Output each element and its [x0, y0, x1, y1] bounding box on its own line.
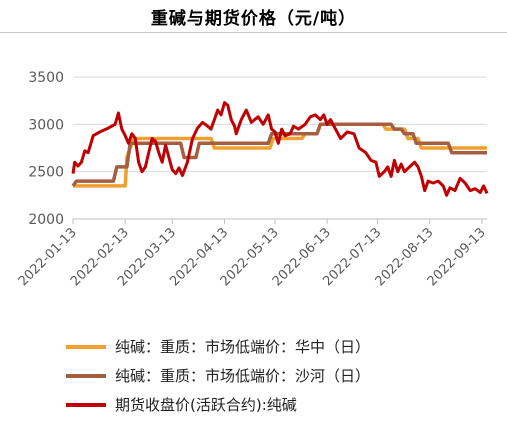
- legend-item-shahe: 纯碱：重质：市场低端价：沙河（日）: [66, 361, 370, 390]
- y-tick-label: 2000: [28, 212, 64, 228]
- legend: 纯碱：重质：市场低端价：华中（日） 纯碱：重质：市场低端价：沙河（日） 期货收盘…: [66, 332, 370, 419]
- series-lines: [71, 101, 489, 197]
- legend-item-huazhong: 纯碱：重质：市场低端价：华中（日）: [66, 332, 370, 361]
- chart-title: 重碱与期货价格（元/吨）: [150, 9, 357, 29]
- legend-label-shahe: 纯碱：重质：市场低端价：沙河（日）: [115, 367, 371, 385]
- legend-swatch-huazhong: [66, 344, 106, 349]
- series-line-futures: [71, 101, 489, 197]
- y-tick-label: 3000: [28, 117, 64, 133]
- legend-label-futures: 期货收盘价(活跃合约):纯碱: [115, 396, 297, 414]
- legend-label-huazhong: 纯碱：重质：市场低端价：华中（日）: [115, 338, 371, 356]
- title-divider: [0, 32, 507, 33]
- legend-swatch-futures: [66, 402, 106, 407]
- legend-item-futures: 期货收盘价(活跃合约):纯碱: [66, 390, 370, 419]
- x-axis: 2022-01-132022-02-132022-03-132022-04-13…: [16, 218, 489, 289]
- y-tick-label: 3500: [28, 70, 64, 86]
- legend-swatch-shahe: [66, 373, 106, 378]
- y-tick-label: 2500: [28, 165, 64, 181]
- series-line-shahe: [71, 122, 487, 187]
- y-axis-ticks: 2000 2500 3000 3500: [28, 70, 64, 228]
